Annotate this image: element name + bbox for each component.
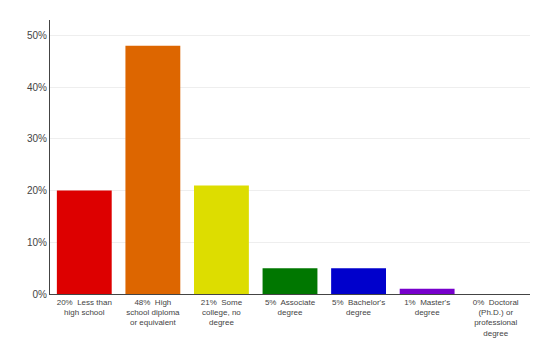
svg-text:1% Master'sdegree: 1% Master'sdegree: [404, 298, 450, 317]
svg-text:20% Less thanhigh school: 20% Less thanhigh school: [57, 298, 112, 317]
svg-text:50%: 50%: [27, 30, 47, 41]
svg-text:5% Associatedegree: 5% Associatedegree: [265, 298, 316, 317]
svg-text:48% Highschool diplomaor equi: 48% Highschool diplomaor equivalent: [126, 298, 180, 328]
svg-text:5% Bachelor'sdegree: 5% Bachelor'sdegree: [332, 298, 385, 317]
svg-text:21% Somecollege, nodegree: 21% Somecollege, nodegree: [201, 298, 243, 328]
svg-text:10%: 10%: [27, 237, 47, 248]
svg-text:30%: 30%: [27, 133, 47, 144]
svg-text:0% Doctoral(Ph.D.) orprofessi: 0% Doctoral(Ph.D.) orprofessionaldegree: [473, 298, 519, 338]
svg-text:0%: 0%: [33, 289, 48, 300]
svg-text:40%: 40%: [27, 82, 47, 93]
svg-text:20%: 20%: [27, 185, 47, 196]
